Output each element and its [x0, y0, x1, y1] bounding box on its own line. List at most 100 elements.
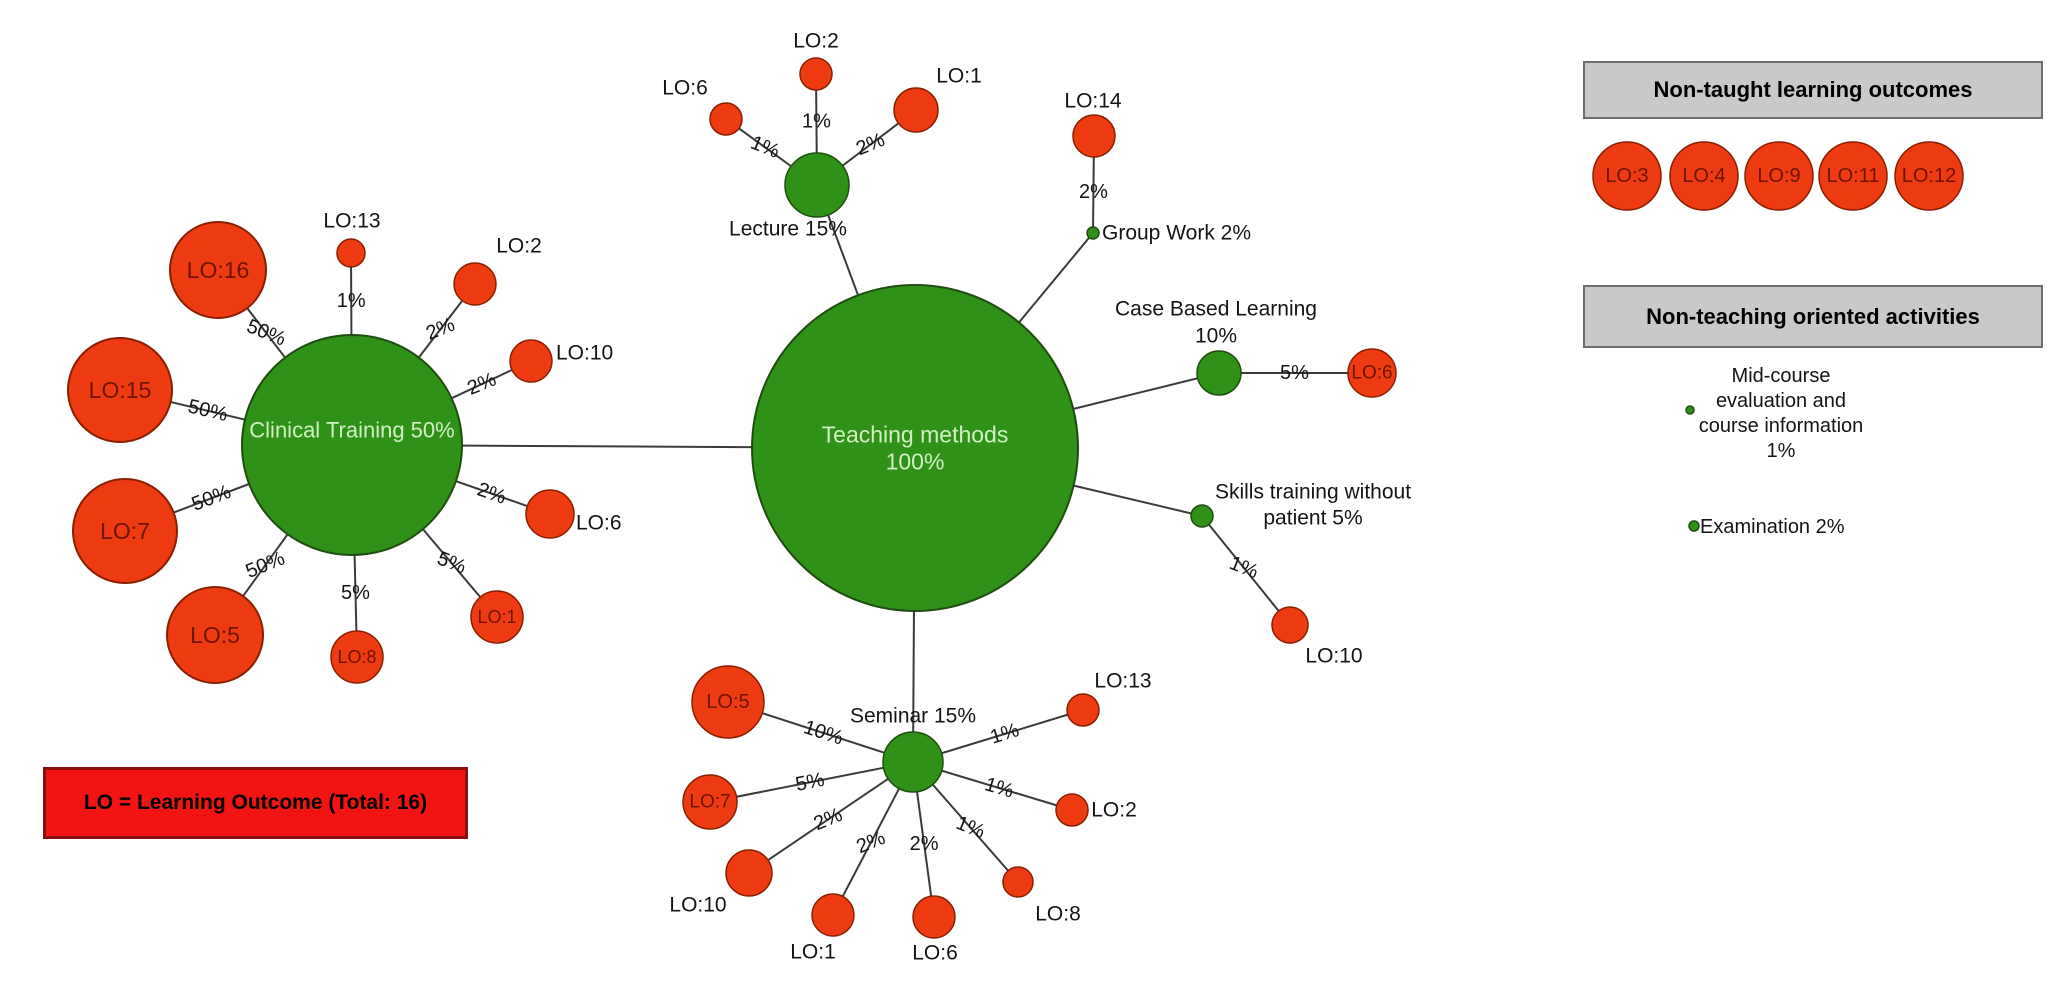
node-s8: [1002, 866, 1034, 898]
node-nt12: [1894, 141, 1964, 211]
node-out-label-midcourse-1: evaluation and: [1716, 390, 1846, 412]
node-c5: [166, 586, 264, 684]
node-out-label-s8: LO:8: [1035, 903, 1081, 926]
edge-label-clinical-c5: 50%: [243, 547, 289, 582]
edge-label-clinical-c10: 2%: [464, 368, 499, 399]
node-out-label-midcourse-2: course information: [1699, 415, 1864, 437]
node-out-label-exam: Examination 2%: [1700, 516, 1845, 538]
node-label-nt12: LO:12: [1902, 165, 1956, 187]
node-s7: [682, 774, 738, 830]
edge-label-lecture-l1: 2%: [853, 129, 888, 160]
edge-label-seminar-s8: 1%: [953, 812, 988, 843]
node-skills: [1190, 504, 1214, 528]
non-taught-outcomes-header: Non-taught learning outcomes: [1583, 61, 2043, 119]
node-out-label-l2: LO:2: [793, 30, 839, 53]
node-nt4: [1669, 141, 1739, 211]
node-out-label-midcourse-0: Mid-course: [1732, 365, 1831, 387]
edge-label-clinical-c16: 50%: [243, 315, 289, 350]
node-label-c5: LO:5: [190, 622, 240, 648]
node-c16: [169, 221, 267, 319]
node-label-cbl6: LO:6: [1351, 363, 1392, 384]
node-lecture: [784, 152, 850, 218]
node-c10: [509, 339, 553, 383]
node-c7l: [72, 478, 178, 584]
node-s5: [691, 665, 765, 739]
node-label-c1: LO:1: [477, 607, 516, 627]
edge-label-seminar-s2: 1%: [982, 773, 1016, 802]
node-out-label-cbl-1: 10%: [1195, 325, 1237, 348]
node-out-label-c2: LO:2: [496, 235, 542, 258]
edge-label-lecture-l2: 1%: [802, 111, 831, 133]
node-out-label-skills-1: patient 5%: [1263, 507, 1362, 530]
node-s10: [725, 849, 773, 897]
edge-label-seminar-s1: 2%: [853, 827, 888, 858]
edge-label-clinical-c7l: 50%: [189, 481, 234, 516]
node-s13: [1066, 693, 1100, 727]
node-l1: [893, 87, 939, 133]
node-out-label-seminar: Seminar 15%: [850, 705, 976, 728]
node-label-teaching-1: 100%: [886, 449, 945, 475]
edge-label-skills-sk10: 1%: [1226, 552, 1261, 583]
node-out-label-s1: LO:1: [790, 941, 836, 964]
node-c1: [470, 590, 524, 644]
node-label-clinical: Clinical Training 50%: [249, 418, 454, 443]
node-c6: [525, 489, 575, 539]
node-c13: [336, 238, 366, 268]
node-out-label-s13: LO:13: [1094, 670, 1151, 693]
node-out-label-skills-0: Skills training without: [1215, 481, 1411, 504]
non-teaching-activities-header: Non-teaching oriented activities: [1583, 285, 2043, 348]
node-out-label-midcourse-3: 1%: [1767, 440, 1796, 462]
node-out-label-lo14: LO:14: [1064, 90, 1122, 113]
edge-label-clinical-c2: 2%: [423, 313, 458, 344]
node-l6: [709, 102, 743, 136]
node-cbl: [1196, 350, 1242, 396]
node-label-s5: LO:5: [706, 691, 749, 713]
edge-label-clinical-c13: 1%: [337, 290, 366, 312]
node-seminar: [882, 731, 944, 793]
edge-label-seminar-s13: 1%: [988, 719, 1022, 749]
node-out-label-s6: LO:6: [912, 942, 958, 965]
node-label-c16: LO:16: [187, 257, 250, 283]
node-label-nt4: LO:4: [1682, 165, 1725, 187]
edge-seminar-s10: [748, 761, 914, 874]
edge-label-lecture-l6: 1%: [748, 132, 783, 163]
node-teaching: [751, 284, 1079, 612]
edge-label-seminar-s5: 10%: [801, 716, 846, 749]
node-out-label-sk10: LO:10: [1305, 645, 1362, 668]
labels-layer: 50%1%2%2%50%50% 2%50%5%5%1%1%2%2%5%1%10%5…: [89, 30, 1957, 965]
node-label-s7: LO:7: [689, 792, 730, 813]
node-out-label-s10: LO:10: [669, 894, 726, 917]
edge-label-clinical-c8: 5%: [341, 582, 370, 604]
edge-label-groupwork-lo14: 2%: [1079, 181, 1108, 203]
node-nt11: [1818, 141, 1888, 211]
node-sk10: [1271, 606, 1309, 644]
nodes-layer: [67, 57, 1964, 939]
node-label-nt3: LO:3: [1605, 165, 1648, 187]
node-s6: [912, 895, 956, 939]
node-s2: [1055, 793, 1089, 827]
edge-label-clinical-c1: 5%: [434, 547, 469, 578]
edge-label-seminar-s10: 2%: [811, 804, 846, 835]
node-out-label-c13: LO:13: [323, 210, 380, 233]
node-label-teaching-0: Teaching methods: [822, 421, 1009, 447]
node-out-label-l1: LO:1: [936, 65, 982, 88]
node-out-label-c6: LO:6: [576, 512, 622, 535]
node-label-nt11: LO:11: [1827, 165, 1880, 187]
edge-label-cbl-cbl6: 5%: [1280, 362, 1309, 384]
node-c8: [330, 630, 384, 684]
node-midcourse: [1685, 405, 1695, 415]
node-exam: [1688, 520, 1700, 532]
node-label-nt9: LO:9: [1757, 165, 1800, 187]
node-out-label-groupwork: Group Work 2%: [1102, 222, 1251, 245]
non-taught-outcomes-title: Non-taught learning outcomes: [1653, 77, 1973, 102]
node-out-label-lecture: Lecture 15%: [729, 218, 847, 241]
legend-box: LO = Learning Outcome (Total: 16): [43, 767, 468, 839]
node-groupwork: [1086, 226, 1100, 240]
edge-label-seminar-s7: 5%: [794, 769, 827, 796]
edge-label-clinical-c6: 2%: [474, 479, 509, 509]
legend-label: LO = Learning Outcome (Total: 16): [83, 791, 428, 814]
node-lo14: [1072, 114, 1116, 158]
node-out-label-c10: LO:10: [556, 342, 613, 365]
